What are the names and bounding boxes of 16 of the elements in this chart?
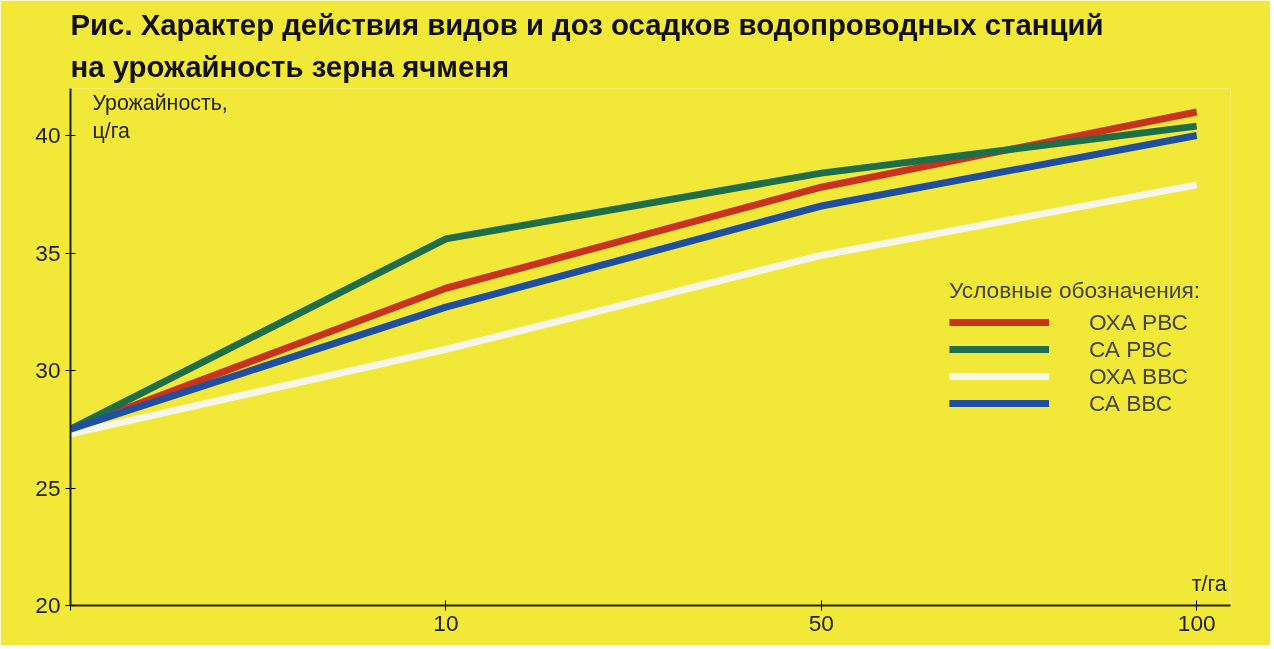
y-tick-label: 40	[35, 122, 61, 148]
chart-title: Рис. Характер действия видов и доз осадков водопроводных станций на урожайность зерна ячменя	[70, 7, 1104, 84]
legend-label: ОХА ВВС	[1088, 362, 1188, 390]
x-axis-title: т/га	[1191, 571, 1227, 596]
legend-title: Условные обозначения:	[948, 276, 1200, 304]
y-tick-label: 20	[35, 592, 61, 618]
y-tick-label: 25	[35, 474, 61, 501]
x-tick-label: 50	[808, 609, 834, 636]
x-tick-label: 100	[1177, 609, 1216, 636]
y-axis-title: Урожайность, ц/га	[92, 90, 228, 144]
legend-label: СА ВВС	[1088, 389, 1173, 417]
y-tick-label: 35	[35, 239, 61, 266]
legend-label: СА РВС	[1088, 335, 1173, 363]
y-tick-label: 30	[35, 357, 61, 383]
legend-label: ОХА РВС	[1088, 308, 1188, 336]
x-tick-label: 10	[433, 609, 459, 636]
